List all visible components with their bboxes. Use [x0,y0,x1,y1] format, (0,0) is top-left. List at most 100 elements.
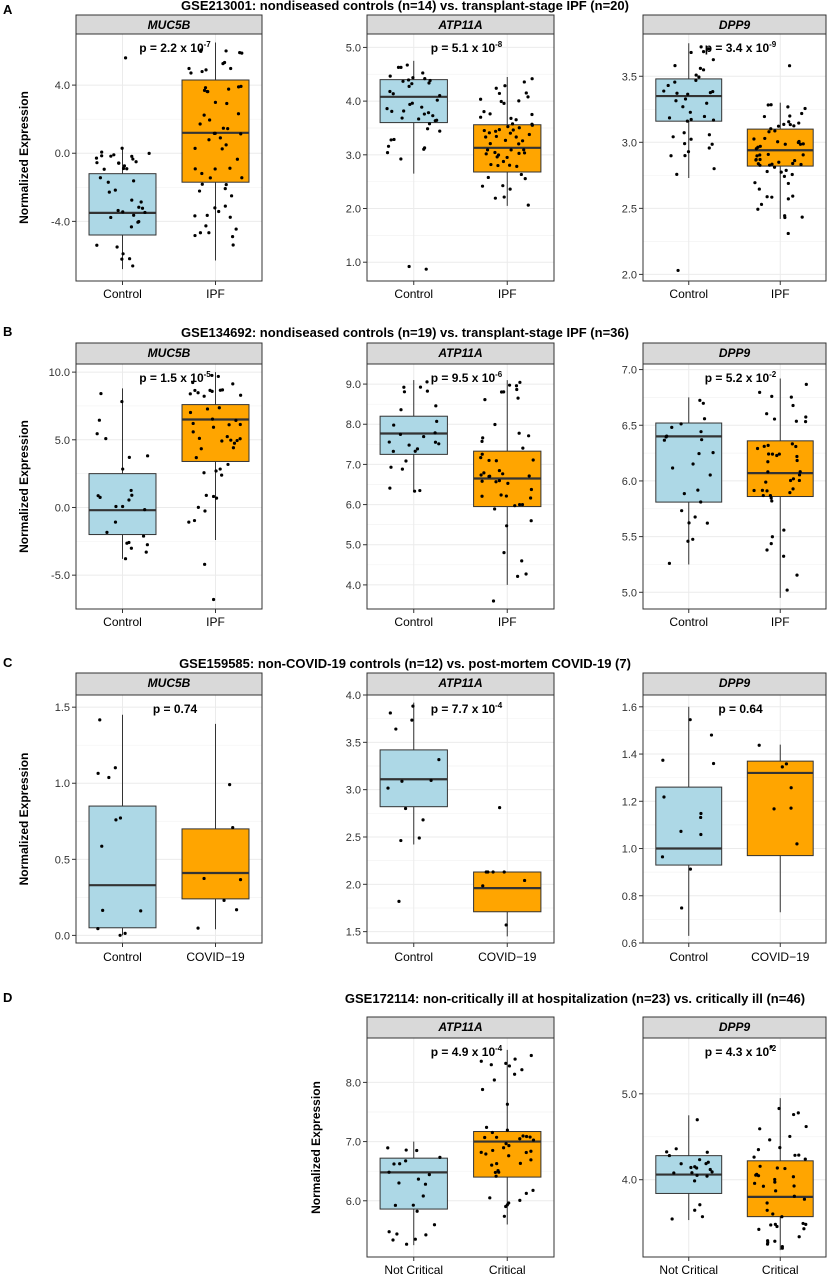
data-point [705,1174,709,1178]
tick-label-y: -4.0 [51,216,70,228]
data-point [199,48,203,52]
data-point [231,825,235,830]
data-point [497,1170,501,1174]
data-point [689,137,693,141]
data-point [688,110,692,114]
data-point [706,47,711,51]
data-point [782,122,786,126]
data-point [122,164,127,168]
data-point [529,1158,533,1162]
data-point [198,122,202,126]
data-point [109,154,113,158]
data-point [790,442,794,446]
data-point [418,488,422,493]
data-point [205,213,209,217]
panel-frame [642,1037,827,1258]
data-point [484,870,488,874]
tick-label-y: 0.6 [622,938,637,950]
data-point [765,1208,769,1212]
data-point [778,1146,782,1150]
category-label: IPF [206,287,225,301]
panel-frame [366,1037,555,1258]
data-point [391,449,395,453]
data-point [121,504,125,509]
category-label: IPF [771,287,790,301]
data-point [104,437,108,441]
data-point [788,122,792,127]
data-point [529,519,533,523]
p-value-base: p = 0.74 [153,702,198,716]
data-point [225,434,229,439]
data-point [421,818,425,822]
p-value: p = 0.64 [718,702,763,716]
data-point [675,172,679,176]
row-letter: A [3,2,13,17]
data-point [222,898,226,902]
panel-gene-label: ATP11A [437,18,482,32]
data-point [497,468,502,473]
data-point [503,84,507,88]
data-point [238,422,242,427]
data-point [764,480,768,484]
data-point [757,187,761,191]
p-value-exponent: -2 [769,1044,777,1053]
data-point [234,908,239,912]
data-point [688,867,693,871]
data-point [801,153,805,157]
data-point [708,473,712,477]
tick-label-y: 5.0 [346,540,361,552]
data-point [131,264,135,268]
data-point [394,727,398,731]
data-point [669,154,673,158]
data-point [504,1061,508,1065]
data-point [94,156,99,160]
data-point [434,404,438,408]
data-point [788,478,793,483]
data-point-outlier [498,806,502,810]
data-point [526,95,530,99]
data-point [400,467,404,471]
data-point [531,1138,536,1142]
data-point [786,197,790,201]
data-point [702,114,707,119]
category-label: Control [103,615,142,629]
data-point [433,119,437,123]
category-label: Critical [489,1263,526,1277]
data-point [758,1127,762,1131]
data-point [96,494,100,498]
data-point [695,1173,699,1177]
data-point [238,51,242,55]
box [379,1157,448,1210]
data-point [776,124,781,128]
data-point [504,1142,508,1146]
data-point [424,1233,428,1237]
data-point [661,758,665,762]
data-point [221,62,225,66]
data-point [95,161,99,165]
data-point [218,467,222,471]
category-label: Control [394,287,433,301]
data-point [387,440,391,444]
data-point [765,412,769,416]
data-point [208,118,212,122]
data-point [696,488,700,492]
data-point [521,446,525,450]
data-point [675,91,679,95]
data-point [710,1170,714,1174]
category-label: IPF [498,287,517,301]
panel-gene-label: DPP9 [719,346,751,360]
data-point [386,786,390,790]
data-point [403,806,408,811]
data-point [518,502,522,507]
data-point [130,198,134,202]
data-point [673,80,677,84]
data-point [484,152,488,156]
data-point [766,470,770,474]
panel-frame [75,33,263,282]
data-point [388,711,392,715]
data-point [508,131,512,135]
category-label: Control [669,287,708,301]
data-point [768,1138,772,1142]
data-point [106,180,110,184]
data-point [504,923,508,927]
